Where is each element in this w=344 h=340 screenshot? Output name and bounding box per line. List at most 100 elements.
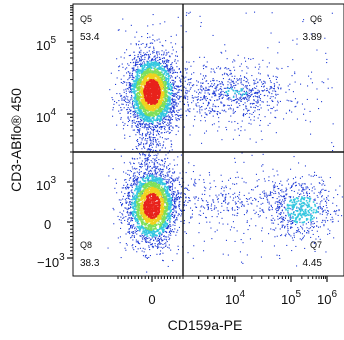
event-dot [273, 187, 275, 189]
event-dot [293, 232, 295, 234]
event-dot [170, 189, 172, 191]
event-dot [237, 54, 239, 56]
event-dot [153, 51, 155, 53]
event-dot [304, 108, 306, 110]
event-dot [164, 212, 167, 215]
event-dot [119, 65, 121, 67]
event-dot [174, 60, 176, 62]
event-dot [284, 207, 286, 209]
event-dot [136, 180, 138, 182]
event-dot [311, 218, 314, 220]
event-dot [328, 190, 330, 192]
event-dot [137, 86, 139, 89]
event-dot [196, 111, 198, 113]
event-dot [169, 107, 171, 109]
event-dot [163, 188, 165, 191]
event-dot [294, 201, 296, 203]
event-dot [155, 171, 157, 173]
event-dot [155, 166, 157, 168]
event-dot [152, 52, 154, 54]
event-dot [114, 100, 116, 102]
event-dot [305, 212, 307, 214]
event-dot [271, 99, 273, 101]
event-dot [165, 180, 167, 182]
event-dot [325, 189, 327, 191]
event-dot [116, 77, 118, 79]
event-dot [299, 217, 301, 220]
event-dot [144, 234, 146, 236]
event-dot [128, 86, 130, 88]
event-dot [166, 115, 168, 117]
event-dot [159, 164, 161, 166]
event-dot [121, 213, 123, 215]
event-dot [146, 236, 148, 238]
event-dot [280, 235, 282, 237]
event-dot [281, 205, 283, 207]
event-dot [173, 108, 175, 110]
event-dot [127, 196, 129, 198]
event-dot [309, 197, 312, 200]
event-dot [175, 194, 177, 196]
event-dot [221, 102, 223, 104]
event-dot [149, 60, 151, 62]
event-dot [281, 210, 283, 212]
event-dot [142, 122, 144, 124]
event-dot [174, 81, 176, 83]
event-dot [156, 53, 158, 55]
event-dot [235, 96, 237, 98]
event-dot [171, 197, 173, 199]
event-dot [295, 184, 297, 186]
event-dot [281, 201, 283, 203]
event-dot [155, 139, 157, 141]
event-dot [227, 90, 230, 92]
event-dot [185, 110, 187, 112]
event-dot [132, 225, 134, 227]
event-dot [268, 62, 270, 64]
event-dot [159, 123, 161, 125]
event-dot [160, 112, 163, 114]
event-dot [166, 64, 168, 66]
event-dot [242, 242, 244, 244]
event-dot [247, 198, 249, 200]
event-dot [134, 208, 137, 210]
event-dot [161, 239, 163, 241]
event-dot [249, 84, 251, 86]
event-dot [268, 203, 270, 205]
event-dot [160, 73, 163, 76]
event-dot [121, 103, 123, 105]
event-dot [291, 209, 293, 211]
event-dot [142, 238, 144, 240]
event-dot [264, 194, 266, 196]
event-dot [217, 199, 219, 201]
event-dot [146, 162, 148, 164]
event-dot [287, 213, 290, 215]
event-dot [147, 128, 149, 130]
event-dot [170, 111, 172, 113]
event-dot [296, 209, 299, 212]
event-dot [234, 60, 236, 62]
event-dot [146, 129, 148, 131]
event-dot [139, 70, 142, 72]
event-dot [254, 213, 256, 215]
event-dot [232, 112, 234, 114]
event-dot [157, 131, 159, 133]
event-dot [146, 233, 149, 235]
event-dot [155, 174, 157, 176]
event-dot [164, 190, 167, 192]
event-dot [123, 81, 125, 83]
event-dot [151, 235, 153, 237]
event-dot [177, 215, 179, 217]
event-dot [168, 247, 170, 249]
event-dot [138, 99, 140, 102]
event-dot [173, 98, 175, 100]
event-dot [246, 66, 248, 68]
event-dot [139, 153, 141, 155]
event-dot [136, 178, 138, 180]
event-dot [197, 81, 199, 83]
event-dot [155, 63, 158, 65]
event-dot [207, 102, 209, 104]
event-dot [144, 126, 146, 128]
event-dot [238, 103, 240, 105]
event-dot [292, 208, 294, 210]
event-dot [138, 189, 140, 192]
